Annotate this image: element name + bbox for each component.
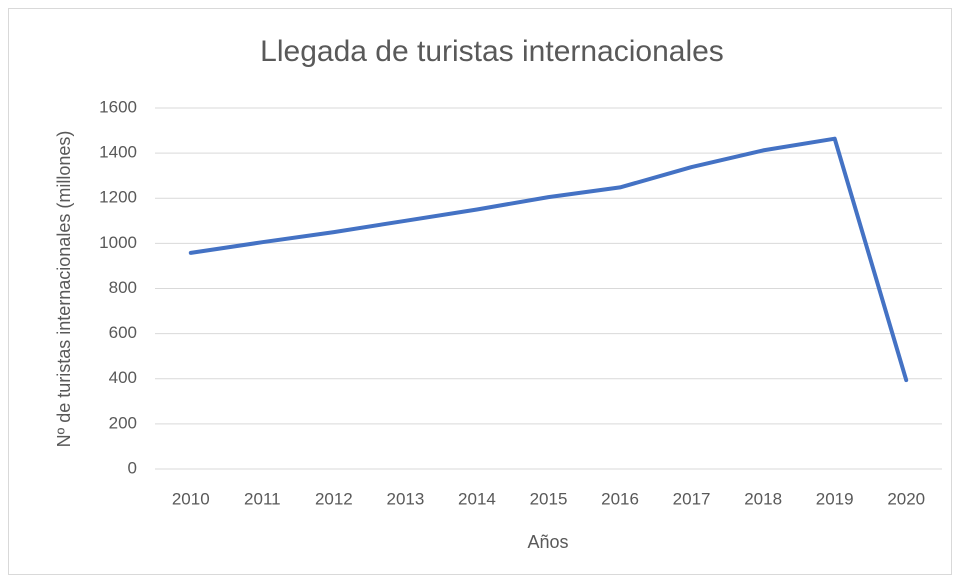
y-tick-label: 400 [109,368,137,387]
x-tick-label: 2015 [530,489,568,508]
x-tick-label: 2010 [172,489,210,508]
x-tick-label: 2020 [887,489,925,508]
y-axis-title: Nº de turistas internacionales (millones… [54,131,74,448]
y-tick-label: 1600 [99,97,137,116]
x-tick-label: 2012 [315,489,353,508]
data-line [188,136,909,383]
x-axis-title: Años [527,532,568,552]
y-tick-label: 1000 [99,233,137,252]
x-tick-label: 2011 [244,489,281,508]
y-tick-label: 1200 [99,188,137,207]
x-tick-label: 2016 [601,489,639,508]
x-tick-label: 2017 [673,489,711,508]
chart-border [8,8,952,575]
chart-title: Llegada de turistas internacionales [260,35,724,68]
x-tick-label: 2019 [816,489,854,508]
y-tick-label: 200 [109,413,137,432]
y-tick-label: 1400 [99,143,137,162]
x-tick-label: 2013 [386,489,424,508]
y-tick-label: 0 [128,458,137,477]
x-tick-label: 2018 [744,489,782,508]
x-tick-label: 2014 [458,489,496,508]
y-tick-label: 600 [109,323,137,342]
y-tick-label: 800 [109,278,137,297]
